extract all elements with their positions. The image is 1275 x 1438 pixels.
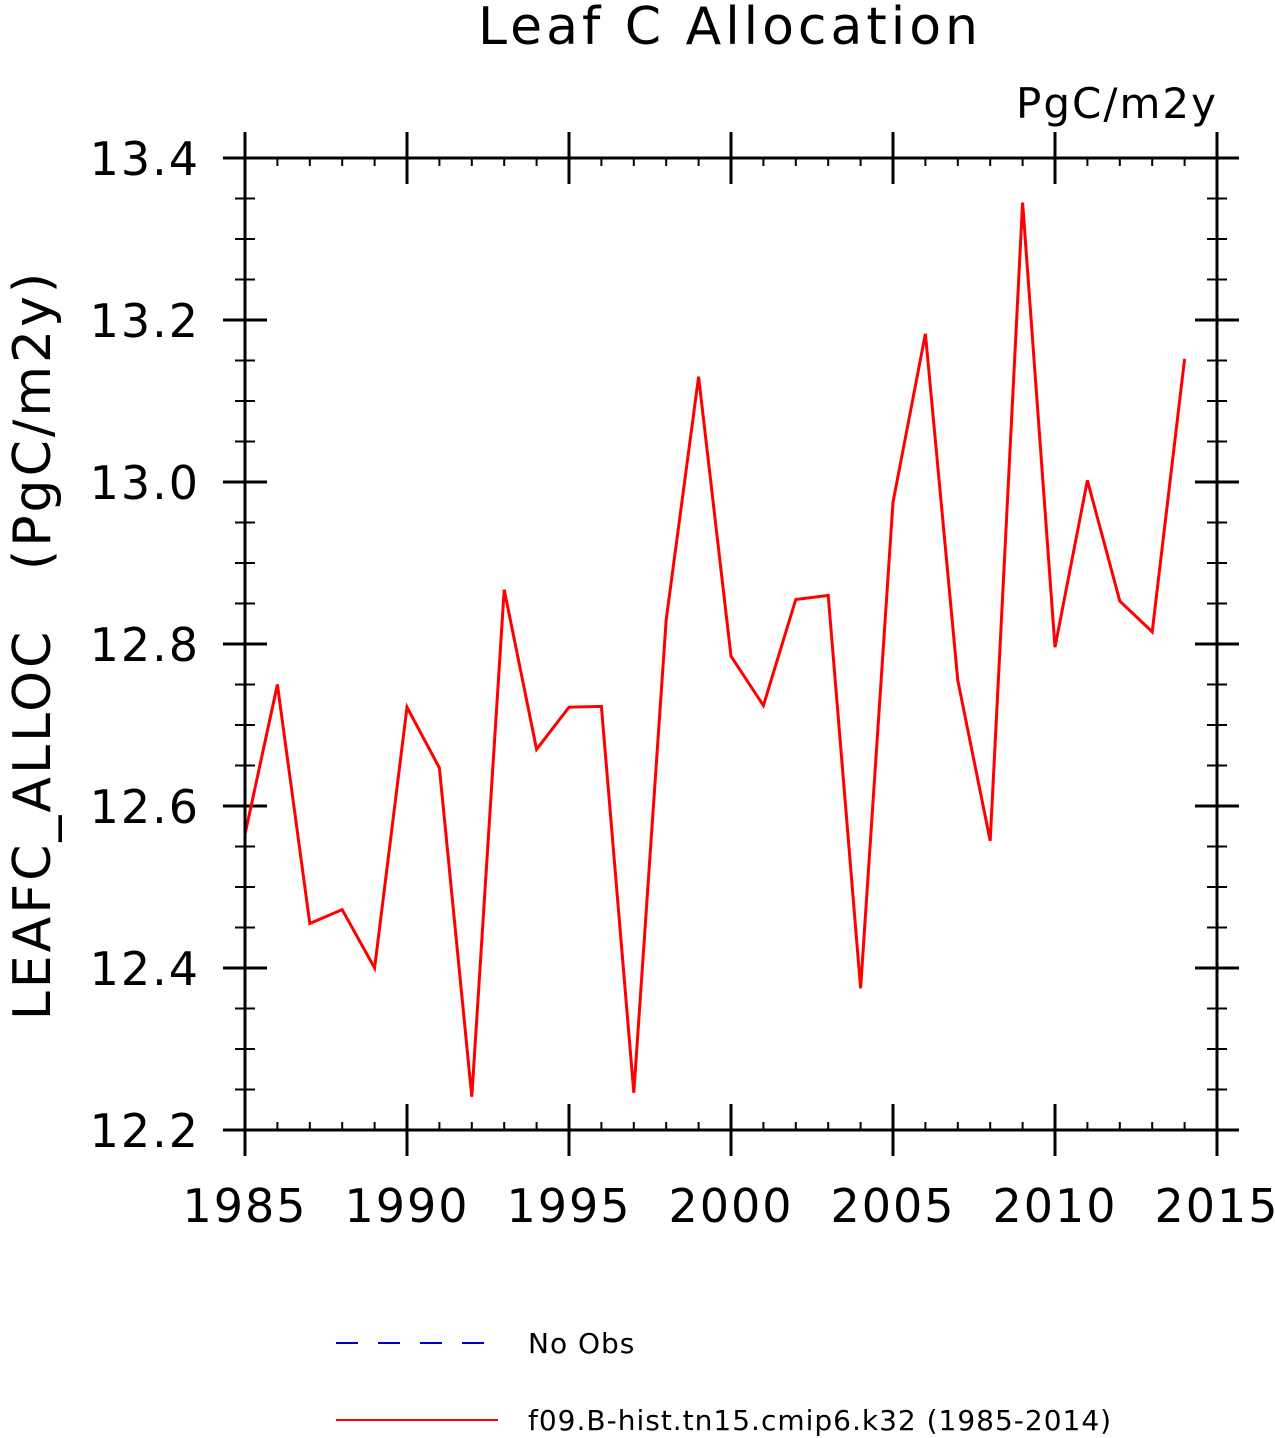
y-axis-label: LEAFC_ALLOC (PgC/m2y) [3,270,63,1020]
units-label: PgC/m2y [1016,79,1218,128]
x-tick-labels: 1985 1990 1995 2000 2005 2010 2015 [182,1179,1275,1233]
x-tick-label: 2010 [992,1179,1117,1233]
chart-title: Leaf C Allocation [478,0,982,57]
y-tick-label: 12.6 [90,780,200,834]
x-tick-label: 2015 [1154,1179,1275,1233]
y-tick-label: 13.4 [90,132,200,186]
series-lines [243,202,1187,1097]
y-tick-label: 12.4 [90,942,200,996]
legend-label: f09.B-hist.tn15.cmip6.k32 (1985-2014) [528,1404,1112,1437]
y-tick-labels: 12.2 12.4 12.6 12.8 13.0 13.2 13.4 [90,132,200,1158]
y-tick-label: 13.0 [90,456,200,510]
legend: No Obs f09.B-hist.tn15.cmip6.k32 (1985-20… [336,1327,1112,1437]
legend-label: No Obs [528,1327,635,1360]
plot-frame [243,156,1219,1132]
y-tick-label: 12.2 [90,1104,200,1158]
y-tick-label: 13.2 [90,294,200,348]
y-tick-label: 12.8 [90,618,200,672]
x-tick-label: 2000 [668,1179,793,1233]
x-tick-label: 1985 [182,1179,307,1233]
x-tick-label: 1995 [506,1179,631,1233]
x-tick-label: 2005 [830,1179,955,1233]
series-line [243,202,1187,1097]
x-tick-label: 1990 [344,1179,469,1233]
